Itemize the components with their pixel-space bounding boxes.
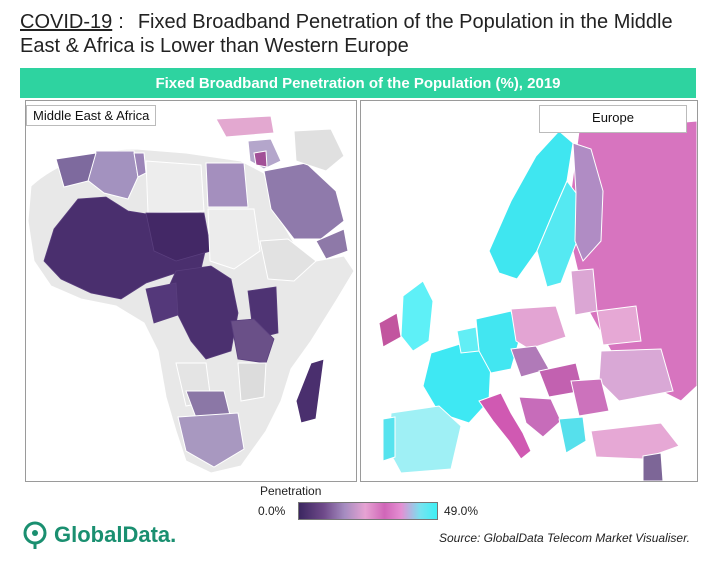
headline: COVID-19: Fixed Broadband Penetration of … [20,10,700,58]
mea-panel-label: Middle East & Africa [26,105,157,126]
globaldata-logo-text: GlobalData. [54,522,177,547]
legend-max-label: 49.0% [444,504,479,518]
headline-tag: COVID-19 [20,11,113,33]
headline-separator: : [118,11,124,33]
map-banner-title: Fixed Broadband Penetration of the Popul… [20,68,696,98]
legend-title: Penetration [260,484,322,498]
legend-min-label: 0.0% [258,504,286,518]
mea-map [26,101,356,481]
europe-map-panel: Europe [360,100,698,482]
headline-title: Fixed Broadband Penetration of the Popul… [20,11,673,57]
globaldata-logo-icon [23,521,47,549]
europe-map [361,101,697,481]
globaldata-logo: GlobalData. [22,520,176,550]
mea-map-panel: Middle East & Africa [25,100,357,482]
europe-panel-label: Europe [539,105,687,133]
source-note: Source: GlobalData Telecom Market Visual… [438,531,690,545]
legend-color-scale [298,502,438,520]
